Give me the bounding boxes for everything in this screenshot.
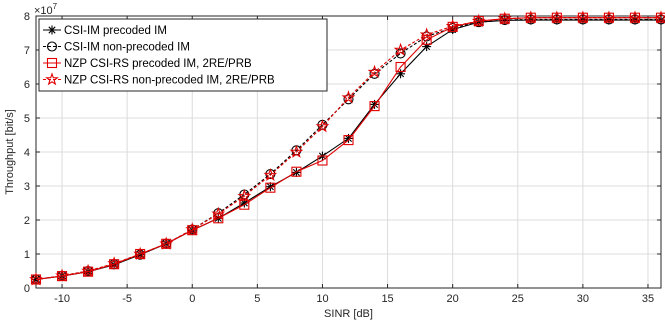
x-tick-label: 0: [189, 293, 195, 305]
data-point: [55, 268, 69, 282]
y-axis-exponent: ×107: [34, 2, 58, 17]
series-layer: [29, 10, 665, 286]
x-tick-label: -10: [54, 293, 70, 305]
data-point: [239, 199, 250, 210]
y-tick-label: 4: [24, 147, 30, 159]
data-point: [344, 134, 353, 142]
x-tick-label: 30: [577, 293, 589, 305]
legend-marker: [45, 72, 59, 86]
x-tick-label: 15: [381, 293, 393, 305]
data-point: [107, 256, 122, 270]
data-point: [419, 27, 434, 41]
x-tick-label: -5: [122, 293, 132, 305]
y-tick-label: 2: [24, 215, 30, 227]
legend-marker: [46, 41, 58, 52]
data-point: [315, 119, 330, 133]
legend: CSI-IM precoded IM CSI-IM non-precoded IM…: [38, 18, 328, 92]
data-point: [369, 68, 380, 79]
data-point: [317, 155, 328, 166]
y-exponent-base: ×10: [34, 5, 53, 17]
data-point: [601, 10, 616, 24]
legend-box: [38, 18, 328, 92]
y-tick-label: 8: [24, 11, 30, 23]
y-tick-label: 7: [24, 45, 30, 57]
axis-ticks: -10 -5 0 5 10 15 20 25 30 35 0 1 2 3 4 5 6 7 8: [24, 11, 661, 305]
y-tick-label: 3: [24, 181, 30, 193]
data-point: [395, 61, 406, 73]
data-point: [471, 13, 486, 28]
data-point: [343, 135, 354, 146]
data-point: [393, 42, 408, 56]
legend-label: CSI-IM non-precoded IM: [64, 42, 190, 54]
data-point: [367, 64, 382, 79]
data-point: [211, 206, 226, 220]
data-point: [289, 144, 304, 158]
data-point: [654, 10, 665, 24]
legend-label: NZP CSI-RS precoded IM, 2RE/PRB: [64, 58, 252, 70]
series-4: [29, 10, 665, 286]
data-point: [240, 199, 248, 207]
y-tick-label: 0: [24, 283, 30, 295]
data-point: [187, 225, 198, 236]
data-point: [81, 263, 96, 277]
data-point: [185, 222, 200, 236]
data-point: [291, 166, 302, 177]
data-point: [133, 246, 148, 260]
data-point: [29, 272, 43, 286]
data-point: [523, 10, 538, 24]
data-point: [628, 10, 642, 24]
data-point: [237, 188, 252, 203]
legend-entry: CSI-IM non-precoded IM: [43, 41, 190, 54]
y-tick-label: 1: [24, 249, 30, 261]
y-tick-label: 5: [24, 113, 30, 125]
legend-entry: NZP CSI-RS non-precoded IM, 2RE/PRB: [43, 72, 275, 87]
data-point: [497, 11, 512, 25]
data-point: [445, 18, 460, 33]
legend-label: CSI-IM precoded IM: [64, 25, 167, 37]
x-axis-label: SINR [dB]: [324, 308, 373, 320]
y-axis-label: Throughput [bit/s]: [4, 109, 16, 195]
series-line: [35, 17, 661, 281]
legend-label: NZP CSI-RS non-precoded IM, 2RE/PRB: [64, 75, 275, 87]
x-tick-label: 25: [512, 293, 524, 305]
data-point: [265, 182, 276, 193]
legend-marker: [48, 26, 56, 34]
y-exponent-power: 7: [53, 2, 58, 11]
legend-entry: NZP CSI-RS precoded IM, 2RE/PRB: [43, 57, 252, 70]
data-point: [343, 94, 354, 105]
data-point: [549, 10, 564, 24]
data-point: [109, 259, 120, 270]
y-tick-label: 6: [24, 79, 30, 91]
legend-marker: [46, 57, 58, 69]
data-point: [369, 101, 380, 112]
x-tick-label: 35: [642, 293, 654, 305]
x-tick-label: 20: [447, 293, 459, 305]
x-tick-label: 10: [316, 293, 328, 305]
x-tick-label: 5: [254, 293, 260, 305]
data-point: [263, 167, 278, 182]
data-point: [575, 10, 590, 24]
data-point: [341, 90, 356, 104]
data-point: [83, 266, 94, 277]
legend-entry: CSI-IM precoded IM: [43, 25, 167, 37]
data-point: [447, 21, 458, 32]
data-point: [159, 236, 174, 250]
